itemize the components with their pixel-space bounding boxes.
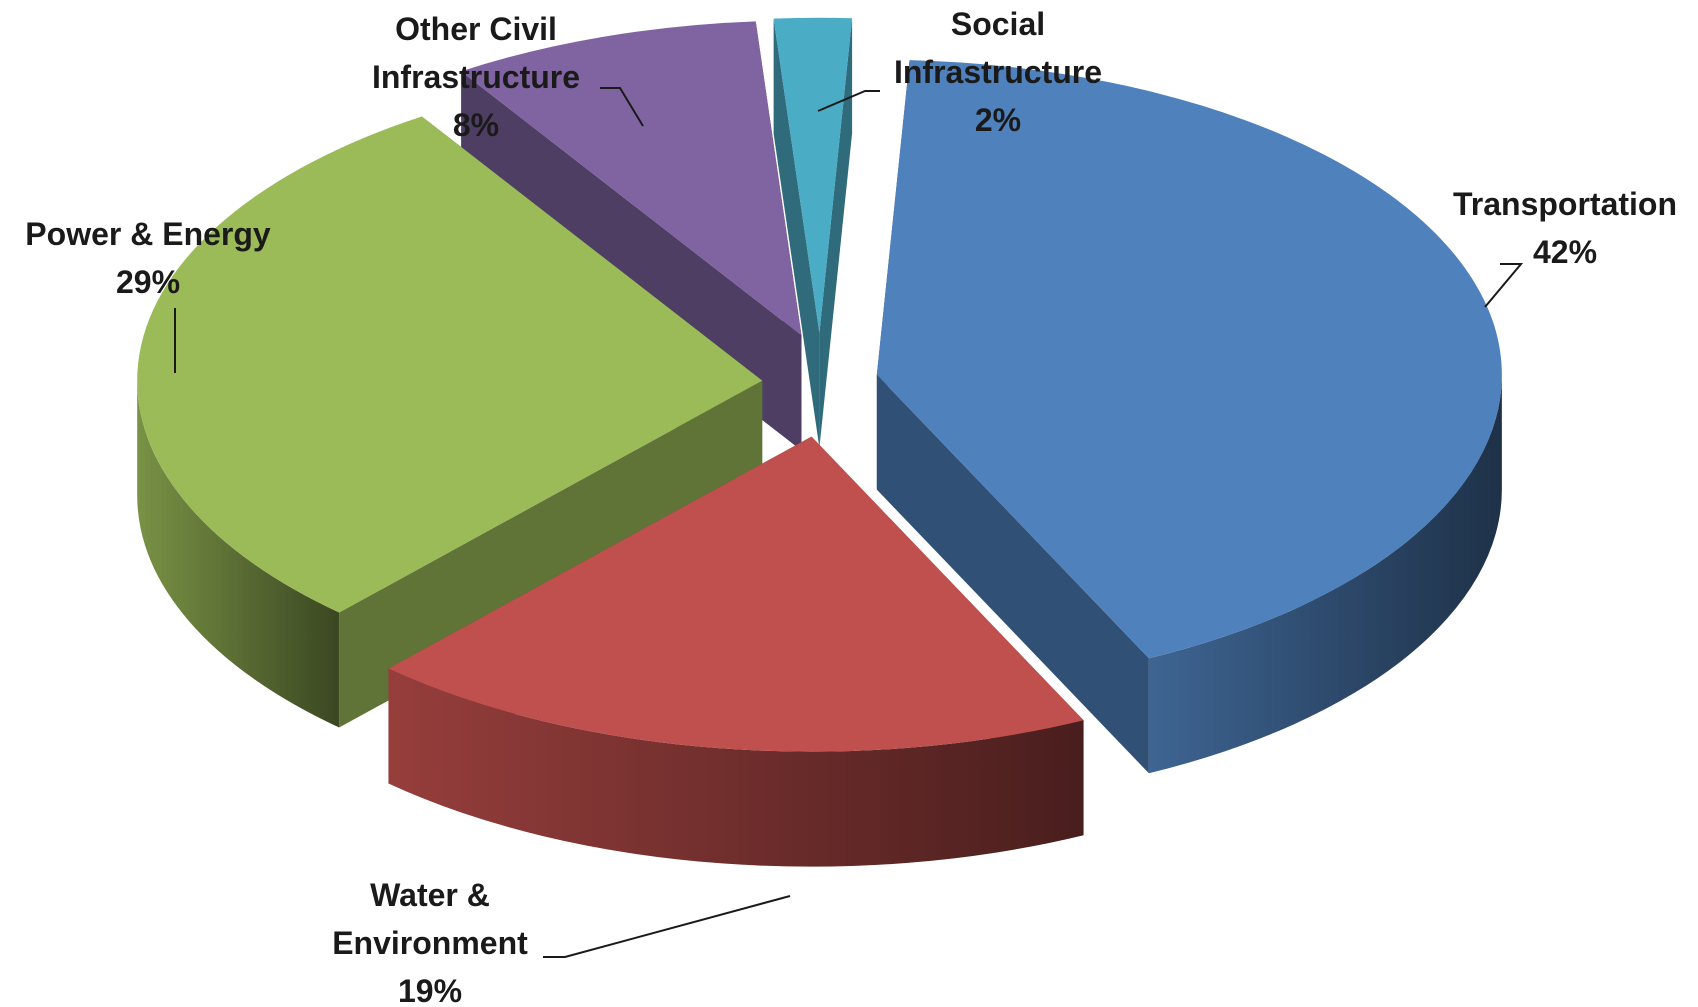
slice-value-label: 8% bbox=[453, 107, 499, 143]
slice-top-face bbox=[461, 21, 802, 336]
slice-value-label: 2% bbox=[975, 102, 1021, 138]
slice-name-label: Transportation bbox=[1453, 186, 1677, 222]
slices-layer bbox=[137, 17, 1502, 867]
slice-value-label: 29% bbox=[116, 264, 180, 300]
slice-outer-wall bbox=[137, 380, 340, 728]
data-label-transportation: Transportation 42% bbox=[1453, 186, 1677, 270]
slice-outer-wall bbox=[1148, 374, 1502, 774]
slice-side-wall bbox=[876, 374, 1149, 774]
slice-name-label: Water & bbox=[370, 877, 490, 913]
slice-value-label: 42% bbox=[1533, 234, 1597, 270]
slice-water-environment bbox=[388, 436, 1084, 867]
leader-line-other-civil-infrastructure bbox=[600, 87, 644, 127]
slice-name-label: Power & Energy bbox=[25, 216, 271, 252]
labels-layer: Transportation 42% Water & Environment 19% Po… bbox=[25, 6, 1677, 1007]
slice-top-face bbox=[876, 60, 1502, 659]
slice-name-label: Infrastructure bbox=[894, 54, 1102, 90]
leader-line-water-environment bbox=[543, 895, 791, 958]
slice-name-label: Social bbox=[951, 6, 1045, 42]
leader-lines-layer bbox=[174, 87, 1524, 958]
slice-top-face bbox=[773, 17, 853, 333]
slice-name-label: Environment bbox=[332, 925, 528, 961]
leader-line-transportation bbox=[1484, 263, 1524, 308]
slice-social-infrastructure bbox=[773, 17, 853, 448]
slice-top-face bbox=[137, 116, 763, 613]
slice-name-label: Infrastructure bbox=[372, 59, 580, 95]
slice-side-wall bbox=[819, 18, 853, 448]
slice-outer-wall bbox=[388, 668, 1084, 867]
slice-transportation bbox=[876, 60, 1502, 774]
slice-value-label: 19% bbox=[398, 973, 462, 1007]
leader-line-social-infrastructure bbox=[817, 90, 880, 112]
slice-side-wall bbox=[773, 18, 820, 448]
data-label-power-energy: Power & Energy 29% bbox=[25, 216, 271, 300]
data-label-water-environment: Water & Environment 19% bbox=[332, 877, 528, 1007]
slice-top-face bbox=[388, 436, 1084, 752]
data-label-social-infrastructure: Social Infrastructure 2% bbox=[894, 6, 1102, 138]
slice-name-label: Other Civil bbox=[395, 11, 557, 47]
data-label-other-civil-infrastructure: Other Civil Infrastructure 8% bbox=[372, 11, 580, 143]
